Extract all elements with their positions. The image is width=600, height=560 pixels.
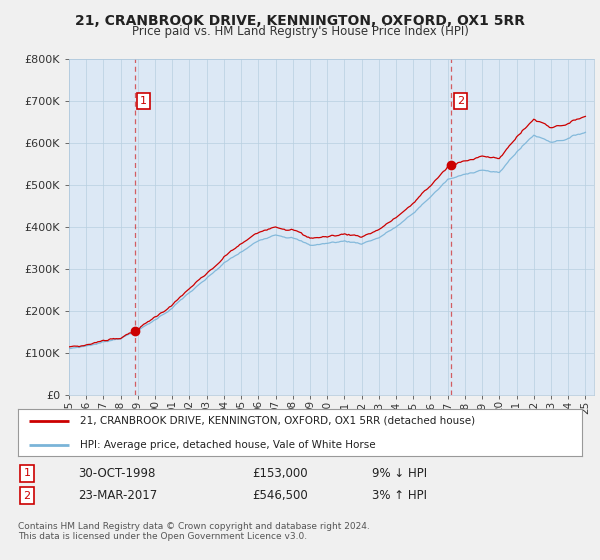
Text: 21, CRANBROOK DRIVE, KENNINGTON, OXFORD, OX1 5RR: 21, CRANBROOK DRIVE, KENNINGTON, OXFORD,… (75, 14, 525, 28)
Text: £153,000: £153,000 (252, 466, 308, 480)
Text: 1: 1 (23, 468, 31, 478)
Text: HPI: Average price, detached house, Vale of White Horse: HPI: Average price, detached house, Vale… (80, 440, 376, 450)
Text: £546,500: £546,500 (252, 489, 308, 502)
Text: Contains HM Land Registry data © Crown copyright and database right 2024.
This d: Contains HM Land Registry data © Crown c… (18, 522, 370, 542)
Text: 1: 1 (140, 96, 147, 106)
Text: 3% ↑ HPI: 3% ↑ HPI (372, 489, 427, 502)
Bar (135, 59, 451, 395)
Text: 21, CRANBROOK DRIVE, KENNINGTON, OXFORD, OX1 5RR (detached house): 21, CRANBROOK DRIVE, KENNINGTON, OXFORD,… (80, 416, 475, 426)
Text: 2: 2 (23, 491, 31, 501)
Text: 2: 2 (457, 96, 464, 106)
Text: 30-OCT-1998: 30-OCT-1998 (78, 466, 155, 480)
Text: 23-MAR-2017: 23-MAR-2017 (78, 489, 157, 502)
Text: Price paid vs. HM Land Registry's House Price Index (HPI): Price paid vs. HM Land Registry's House … (131, 25, 469, 38)
Text: 9% ↓ HPI: 9% ↓ HPI (372, 466, 427, 480)
